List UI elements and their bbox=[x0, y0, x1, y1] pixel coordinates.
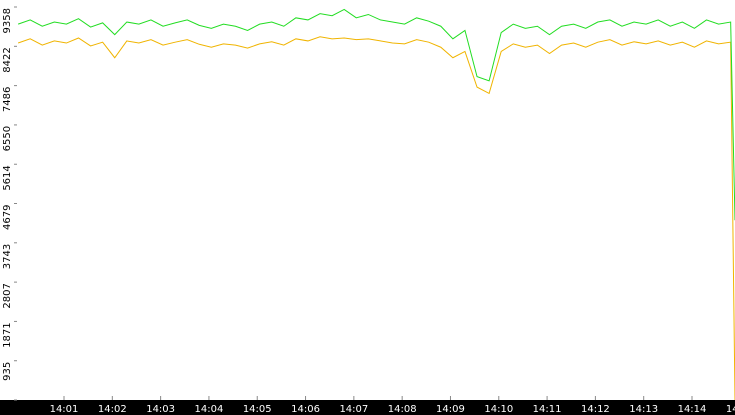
x-tick-label: 14:15 bbox=[726, 404, 735, 415]
x-tick-label: 14:01 bbox=[50, 404, 79, 415]
x-tick-label: 14:04 bbox=[195, 404, 224, 415]
x-tick-label: 14:10 bbox=[484, 404, 513, 415]
y-tick-label: 0 bbox=[2, 401, 13, 407]
x-tick-label: 14:02 bbox=[98, 404, 127, 415]
y-tick-label: 9358 bbox=[2, 8, 13, 33]
y-tick-label: 5614 bbox=[2, 165, 13, 190]
x-tick-label: 14:13 bbox=[629, 404, 658, 415]
x-tick-label: 14:11 bbox=[533, 404, 562, 415]
x-tick-label: 14:05 bbox=[243, 404, 272, 415]
series-line bbox=[17, 36, 735, 401]
y-tick-label: 6550 bbox=[2, 126, 13, 151]
y-tick-label: 3743 bbox=[2, 244, 13, 269]
x-tick-label: 14:14 bbox=[678, 404, 707, 415]
x-tick-label: 14:12 bbox=[581, 404, 610, 415]
y-tick-label: 7486 bbox=[2, 87, 13, 112]
x-axis-bar bbox=[0, 400, 735, 415]
y-tick-label: 4679 bbox=[2, 205, 13, 230]
y-tick-label: 2807 bbox=[2, 283, 13, 308]
x-tick-label: 14:08 bbox=[388, 404, 417, 415]
x-tick-label: 14:06 bbox=[291, 404, 320, 415]
y-tick-label: 8422 bbox=[2, 47, 13, 72]
series-line bbox=[17, 8, 735, 221]
y-tick-label: 1871 bbox=[2, 322, 13, 347]
y-tick-label: 935 bbox=[2, 362, 13, 381]
x-tick-label: 14:07 bbox=[339, 404, 368, 415]
x-tick-label: 14:09 bbox=[436, 404, 465, 415]
x-tick-label: 14:03 bbox=[146, 404, 175, 415]
